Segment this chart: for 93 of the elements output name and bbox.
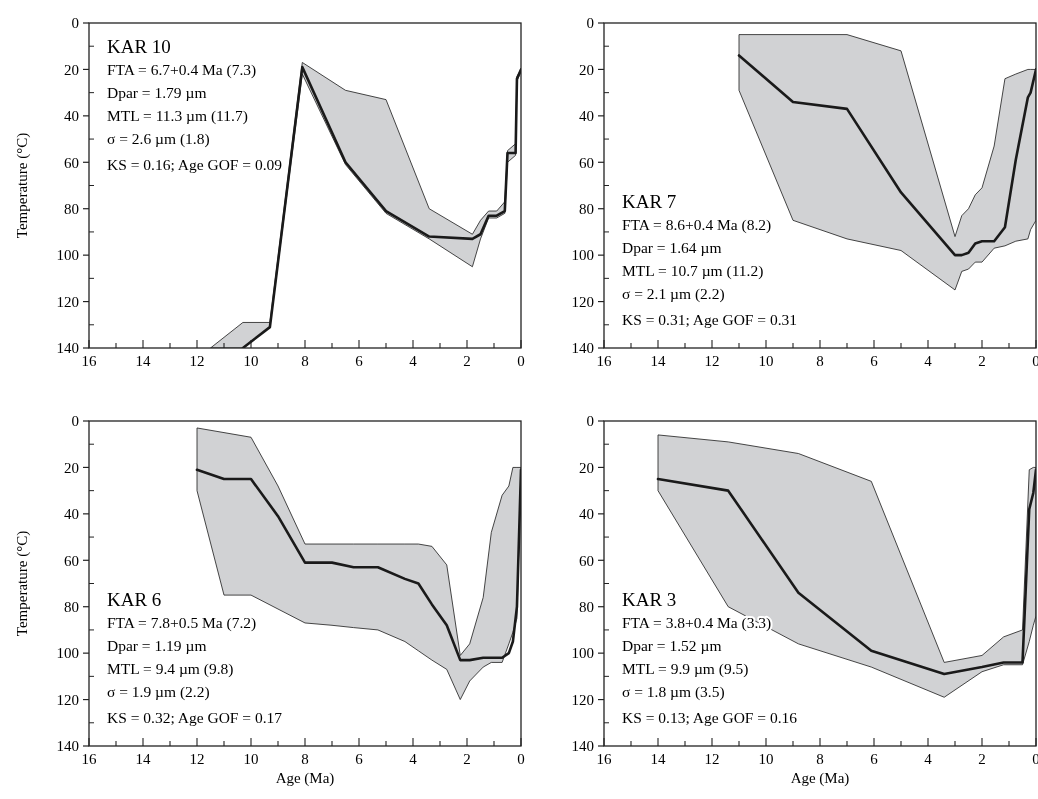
x-tick-label: 6: [870, 751, 879, 767]
x-tick-label: 14: [135, 353, 151, 369]
x-tick-label: 2: [978, 353, 986, 369]
y-tick-label: 80: [64, 598, 79, 615]
x-tick-label: 12: [189, 751, 205, 767]
y-tick-label: 120: [56, 691, 79, 708]
x-tick-label: 8: [816, 751, 824, 767]
y-tick-label: 60: [64, 552, 79, 569]
annotation: MTL = 9.4 µm (9.8): [107, 660, 234, 678]
y-tick-label: 120: [571, 691, 594, 708]
y-tick-label: 0: [586, 15, 594, 32]
annotation: Dpar = 1.19 µm: [107, 637, 207, 654]
x-tick-label: 6: [355, 353, 364, 369]
y-tick-label: 0: [586, 413, 594, 430]
annotation: KS = 0.16; Age GOF = 0.09: [107, 156, 283, 173]
annotation: σ = 1.8 µm (3.5): [622, 683, 725, 701]
annotation: Dpar = 1.64 µm: [622, 239, 722, 256]
x-tick-label: 16: [81, 751, 97, 767]
y-tick-label: 20: [579, 61, 594, 78]
x-tick-label: 4: [924, 353, 933, 369]
y-tick-label: 20: [64, 459, 79, 476]
x-tick-label: 4: [409, 353, 418, 369]
x-tick-label: 4: [409, 751, 418, 767]
annotation: KS = 0.13; Age GOF = 0.16: [622, 709, 798, 726]
annotation: FTA = 6.7+0.4 Ma (7.3): [107, 61, 257, 79]
x-tick-label: 12: [704, 353, 720, 369]
text: KAR 3: [622, 589, 677, 610]
x-tick-label: 2: [978, 751, 986, 767]
x-tick-label: 2: [463, 751, 471, 767]
x-tick-label: 14: [650, 751, 666, 767]
x-tick-label: 6: [870, 353, 879, 369]
annotation: FTA = 7.8+0.5 Ma (7.2): [107, 614, 257, 632]
y-tick-label: 100: [56, 645, 79, 662]
annotation: σ = 2.1 µm (2.2): [622, 285, 725, 303]
y-tick-label: 100: [571, 247, 594, 264]
x-tick-label: 8: [301, 353, 309, 369]
y-axis-title: Temperature (°C): [14, 530, 31, 637]
x-tick-label: 10: [758, 751, 774, 767]
y-tick-label: 40: [579, 108, 594, 125]
y-tick-label: 80: [64, 200, 79, 217]
x-tick-label: 8: [816, 353, 824, 369]
y-tick-label: 140: [56, 738, 79, 755]
y-tick-label: 20: [579, 459, 594, 476]
text: KAR 7: [622, 191, 677, 212]
y-tick-label: 20: [64, 61, 79, 78]
y-tick-label: 140: [571, 340, 594, 357]
y-tick-label: 60: [579, 154, 594, 171]
y-tick-label: 0: [71, 413, 79, 430]
x-tick-label: 16: [596, 751, 612, 767]
y-tick-label: 40: [64, 506, 79, 523]
annotation: KS = 0.32; Age GOF = 0.17: [107, 709, 283, 726]
x-tick-label: 4: [924, 751, 933, 767]
x-tick-label: 10: [243, 751, 259, 767]
x-tick-label: 16: [81, 353, 97, 369]
x-tick-label: 8: [301, 751, 309, 767]
x-tick-label: 0: [517, 751, 525, 767]
x-axis-title: Age (Ma): [275, 770, 335, 787]
x-tick-label: 10: [758, 353, 774, 369]
annotation: KS = 0.31; Age GOF = 0.31: [622, 311, 798, 328]
y-tick-label: 80: [579, 200, 594, 217]
y-tick-label: 100: [56, 247, 79, 264]
y-tick-label: 60: [579, 552, 594, 569]
y-tick-label: 40: [579, 506, 594, 523]
y-tick-label: 60: [64, 154, 79, 171]
x-tick-label: 0: [517, 353, 525, 369]
annotation: FTA = 8.6+0.4 Ma (8.2): [622, 216, 772, 234]
y-tick-label: 80: [579, 598, 594, 615]
annotation: σ = 1.9 µm (2.2): [107, 683, 210, 701]
x-tick-label: 2: [463, 353, 471, 369]
x-tick-label: 10: [243, 353, 259, 369]
x-tick-label: 14: [650, 353, 666, 369]
x-tick-label: 12: [189, 353, 205, 369]
annotation: Dpar = 1.52 µm: [622, 637, 722, 654]
y-tick-label: 100: [571, 645, 594, 662]
y-tick-label: 40: [64, 108, 79, 125]
annotation: σ = 2.6 µm (1.8): [107, 130, 210, 148]
annotation: MTL = 10.7 µm (11.2): [622, 262, 764, 280]
y-tick-label: 120: [571, 293, 594, 310]
y-axis-title: Temperature (°C): [14, 132, 31, 239]
annotation: MTL = 9.9 µm (9.5): [622, 660, 749, 678]
x-tick-label: 14: [135, 751, 151, 767]
y-tick-label: 140: [56, 340, 79, 357]
x-axis-title: Age (Ma): [790, 770, 850, 787]
annotation: MTL = 11.3 µm (11.7): [107, 107, 248, 125]
x-tick-label: 12: [704, 751, 720, 767]
y-tick-label: 140: [571, 738, 594, 755]
x-tick-label: 6: [355, 751, 364, 767]
x-tick-label: 16: [596, 353, 612, 369]
annotation: Dpar = 1.79 µm: [107, 84, 207, 101]
text: KAR 6: [107, 589, 162, 610]
text: KAR 10: [107, 36, 171, 57]
y-tick-label: 120: [56, 293, 79, 310]
y-tick-label: 0: [71, 15, 79, 32]
